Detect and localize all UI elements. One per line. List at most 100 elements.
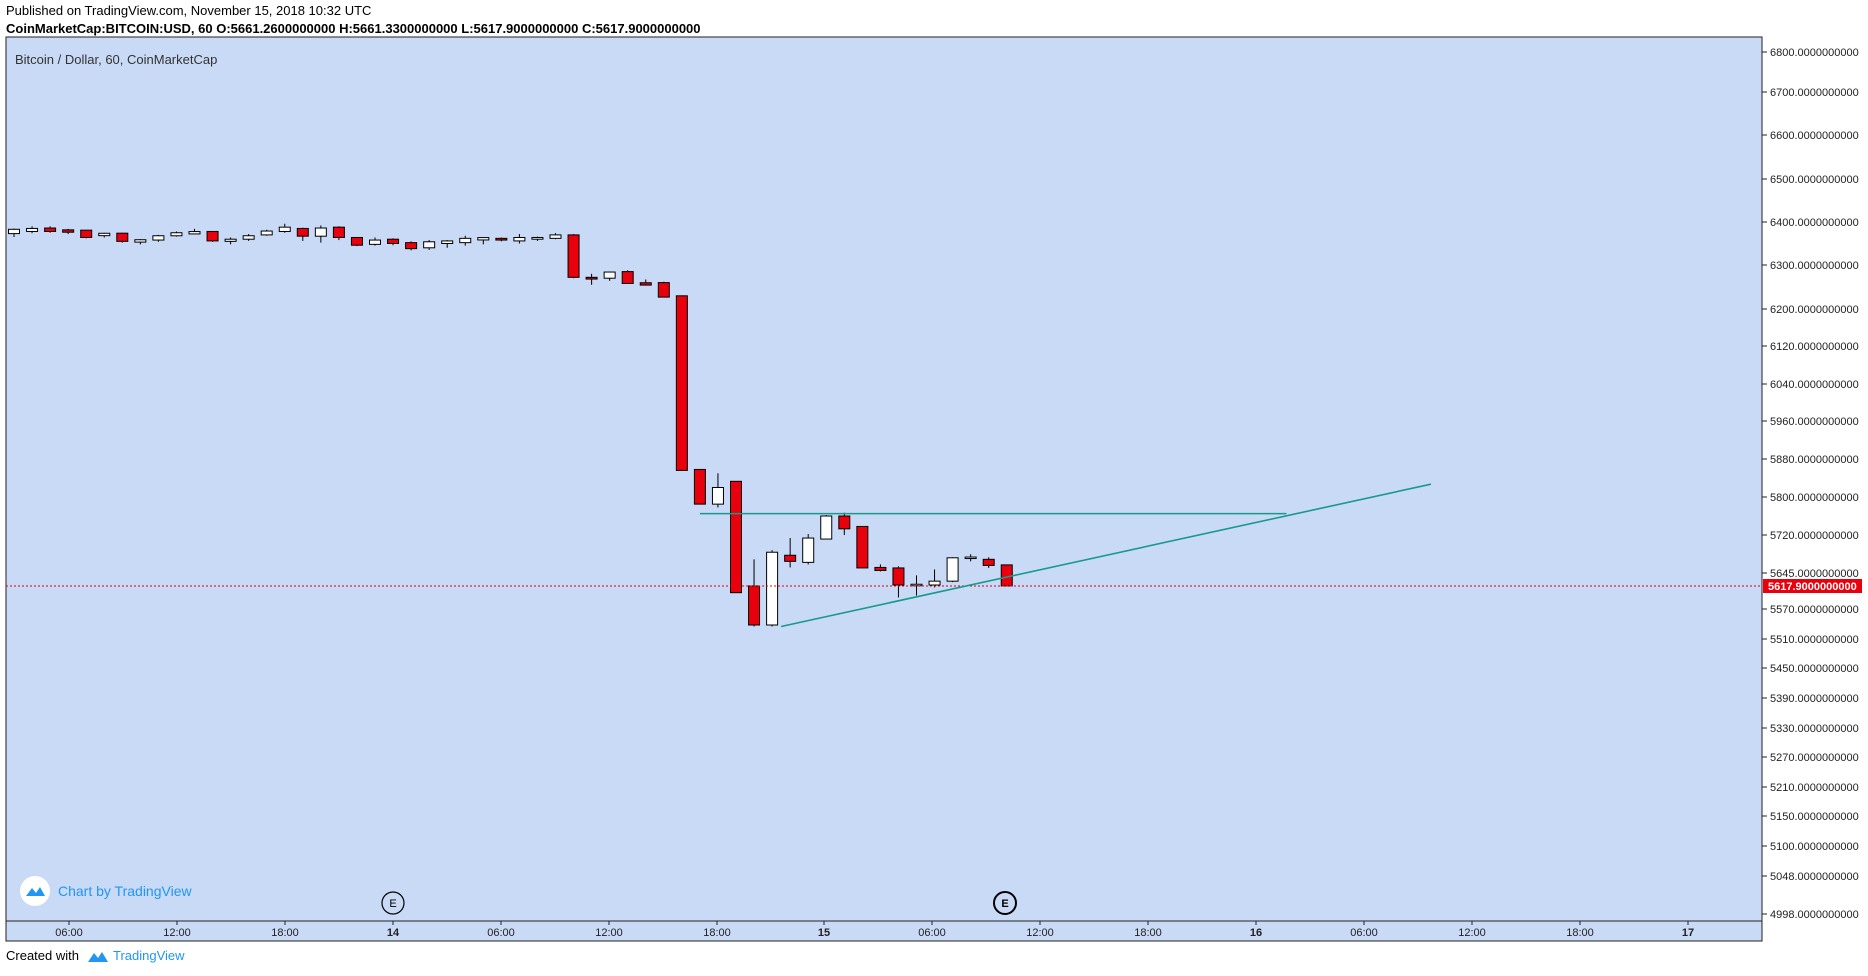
candle-body [350, 236, 363, 246]
candle[interactable] [730, 480, 742, 594]
candle[interactable] [928, 569, 941, 588]
candle[interactable] [766, 550, 779, 627]
candle-body [116, 232, 129, 242]
candle[interactable] [982, 557, 995, 568]
candle[interactable] [874, 564, 887, 572]
symbol-label: CoinMarketCap:BITCOIN:USD, 60 [6, 21, 213, 36]
candle[interactable] [784, 538, 797, 568]
candle[interactable] [693, 468, 706, 505]
candle[interactable] [441, 240, 454, 248]
candle[interactable] [387, 238, 400, 246]
symbol-line: CoinMarketCap:BITCOIN:USD, 60 O:5661.260… [6, 21, 701, 36]
y-tick-label: 4998.0000000000 [1770, 909, 1859, 921]
candle[interactable] [170, 231, 183, 237]
event-circle-icon [993, 891, 1017, 915]
candle[interactable] [62, 228, 75, 235]
footer-brand[interactable]: TradingView [87, 948, 185, 963]
candle[interactable] [531, 236, 544, 241]
candle[interactable] [657, 281, 670, 298]
candle-body [982, 558, 995, 566]
candle-body [98, 232, 111, 237]
candle[interactable] [8, 228, 20, 238]
event-marker[interactable]: E [993, 891, 1017, 915]
x-tick-label: 16 [1250, 927, 1262, 939]
y-tick-label: 6300.0000000000 [1770, 260, 1859, 272]
y-tick-label: 5210.0000000000 [1770, 782, 1859, 794]
x-tick-label: 18:00 [1134, 927, 1162, 939]
candle[interactable] [206, 230, 219, 242]
candle[interactable] [459, 235, 472, 246]
candle-body [621, 271, 634, 284]
y-tick-label: 5450.0000000000 [1770, 663, 1859, 675]
candle[interactable] [946, 557, 959, 583]
candle[interactable] [314, 225, 327, 243]
candle[interactable] [224, 237, 237, 245]
y-tick-label: 5390.0000000000 [1770, 693, 1859, 705]
x-tick-label: 06:00 [1350, 927, 1378, 939]
trend-line[interactable] [780, 483, 1432, 628]
candle[interactable] [260, 229, 273, 236]
candle[interactable] [838, 512, 851, 535]
published-line: Published on TradingView.com, November 1… [6, 3, 372, 18]
candle-body [766, 551, 779, 626]
candle[interactable] [44, 226, 57, 233]
candle[interactable] [369, 237, 381, 246]
candle[interactable] [278, 223, 291, 233]
y-tick-label: 6040.0000000000 [1770, 379, 1859, 391]
candle[interactable] [892, 566, 905, 598]
candle[interactable] [549, 233, 562, 240]
candle[interactable] [621, 270, 634, 284]
candle[interactable] [98, 232, 111, 238]
candle[interactable] [603, 271, 616, 281]
candle[interactable] [332, 226, 345, 241]
candle[interactable] [350, 236, 363, 247]
candle[interactable] [910, 575, 923, 596]
candle[interactable] [80, 229, 93, 239]
candle-body [639, 282, 652, 286]
y-tick-label: 5800.0000000000 [1770, 492, 1859, 504]
candle-body [874, 566, 887, 571]
y-tick-label: 6700.0000000000 [1770, 87, 1859, 99]
candle-body [910, 583, 923, 587]
y-tick-label: 5270.0000000000 [1770, 752, 1859, 764]
tradingview-watermark[interactable]: Chart by TradingView [20, 876, 192, 906]
candle-body [820, 515, 833, 540]
candle[interactable] [820, 515, 833, 540]
candle[interactable] [134, 239, 147, 245]
candle-body [170, 232, 183, 237]
candle[interactable] [242, 234, 255, 241]
candle[interactable] [675, 295, 688, 471]
candle-body [567, 234, 580, 278]
candle[interactable] [585, 273, 598, 285]
x-tick-label: 18:00 [271, 927, 299, 939]
candle[interactable] [116, 232, 129, 243]
time-axis[interactable] [5, 920, 1763, 942]
candle[interactable] [639, 279, 652, 286]
candle[interactable] [495, 237, 508, 242]
candle-body [314, 227, 327, 237]
y-tick-label: 6120.0000000000 [1770, 341, 1859, 353]
candle[interactable] [423, 240, 436, 250]
event-marker[interactable]: E [381, 891, 405, 915]
candle[interactable] [711, 473, 724, 508]
candle[interactable] [405, 241, 418, 251]
candle[interactable] [802, 534, 815, 565]
y-tick-label: 6200.0000000000 [1770, 304, 1859, 316]
candle[interactable] [477, 237, 490, 245]
watermark-text: Chart by TradingView [58, 883, 192, 899]
candle[interactable] [567, 234, 580, 279]
candle-body [531, 236, 544, 240]
candle[interactable] [26, 226, 39, 234]
candle[interactable] [296, 227, 309, 241]
candle[interactable] [856, 525, 869, 569]
candle[interactable] [513, 234, 526, 244]
plot-area[interactable] [5, 36, 1763, 922]
candle-body [730, 480, 742, 594]
candle[interactable] [188, 228, 201, 235]
candle[interactable] [964, 554, 977, 562]
candle-body [892, 567, 905, 586]
candle-body [657, 282, 670, 298]
candle[interactable] [152, 234, 165, 242]
event-label: E [389, 898, 396, 910]
